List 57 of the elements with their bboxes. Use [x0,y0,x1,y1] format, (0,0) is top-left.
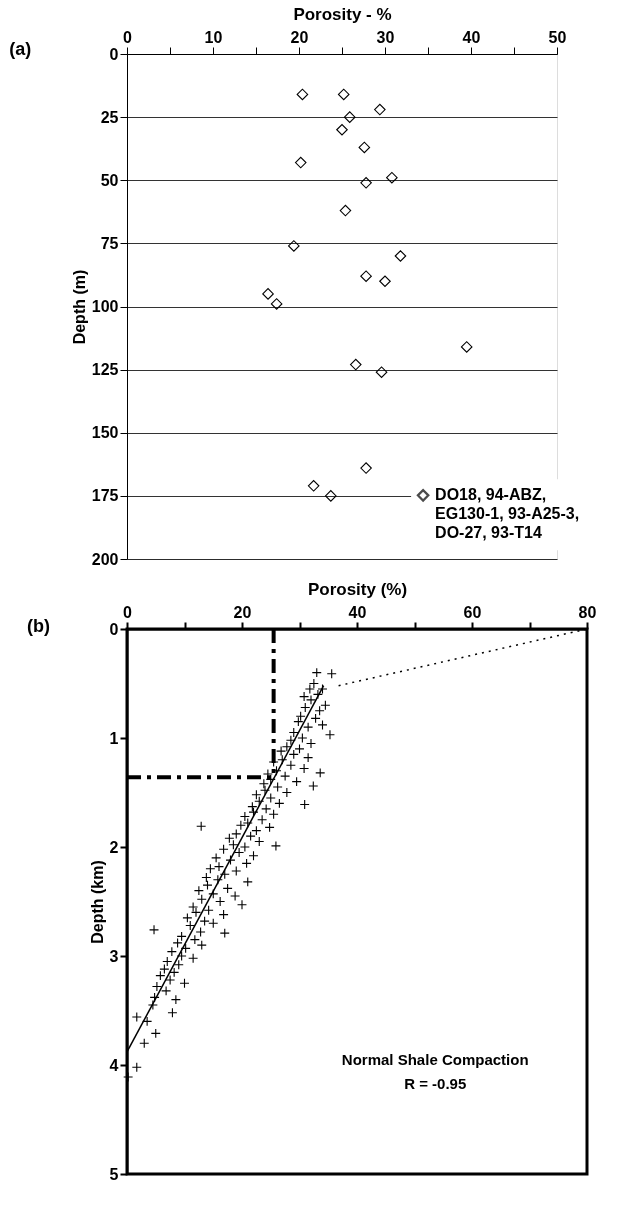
point [288,240,300,252]
point [375,366,388,378]
y-tick-label: 50 [100,171,119,189]
y-axis-title: Depth (km) [88,860,106,944]
chart-title: (b) [27,616,51,636]
legend-label: DO18, 94-ABZ, EG130-1, 93-A25-3, DO-27, 93-T14 [435,486,580,542]
y-tick-label: 0 [109,620,119,638]
point [294,156,307,169]
point [460,341,473,353]
x-tick-label: 60 [463,603,482,621]
point [343,111,356,123]
y-tick-label: 2 [109,838,119,856]
y-tick-label: 100 [91,298,119,315]
y-tick-label: 200 [91,550,119,568]
x-tick-label: 30 [376,28,395,46]
x-tick-label: 50 [548,28,567,46]
y-tick-label: 5 [109,1165,119,1183]
y-tick-label: 3 [109,947,119,965]
x-tick-label: 80 [578,603,597,621]
y-tick-label: 125 [91,361,119,379]
chart-title: (a) [9,39,32,59]
y-tick-label: 4 [109,1056,119,1074]
annotation: Normal Shale Compaction [341,1050,529,1068]
point [262,288,274,300]
x-axis-title: Porosity - % [293,4,392,24]
y-tick-label: 1 [109,729,119,747]
x-tick-label: 0 [123,603,133,621]
point [337,88,350,101]
point [374,103,386,116]
point [386,171,398,184]
point [379,275,391,288]
point [307,479,320,492]
y-axis-title: Depth (m) [70,269,88,345]
y-tick-label: 175 [91,487,119,505]
x-axis-title: Porosity (%) [307,579,408,599]
x-tick-label: 40 [348,603,367,621]
y-tick-label: 150 [91,424,119,442]
x-tick-label: 20 [290,28,309,46]
point [270,298,283,310]
x-tick-label: 0 [123,28,133,46]
y-tick-label: 75 [100,234,119,252]
annotation: R = -0.95 [404,1074,467,1092]
point [349,358,362,371]
point [296,88,309,101]
point [360,462,372,474]
x-tick-label: 10 [204,28,223,46]
y-tick-label: 0 [109,45,119,63]
point [336,123,348,136]
y-tick-label: 25 [100,108,119,126]
point [360,176,372,189]
x-tick-label: 40 [462,28,481,46]
point [325,490,337,502]
point [394,250,407,262]
point [339,204,352,217]
point [360,270,372,282]
x-tick-label: 20 [233,603,252,621]
point [358,141,371,154]
